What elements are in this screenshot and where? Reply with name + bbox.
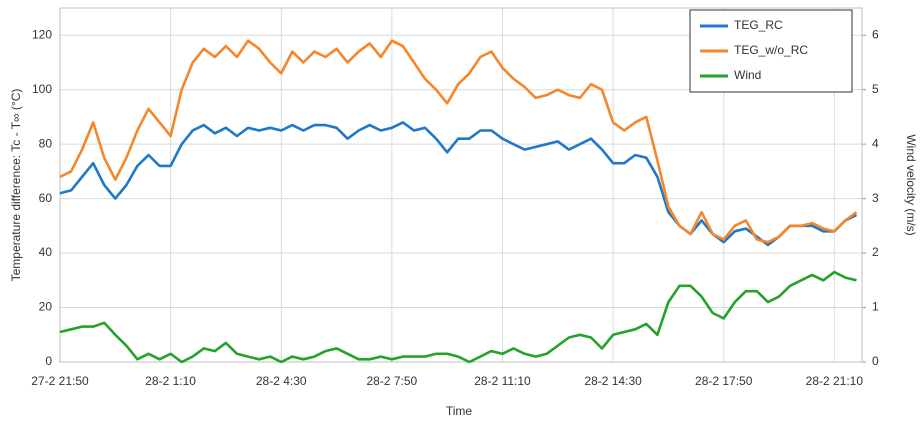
x-tick-label: 28-2 1:10 [145,374,196,388]
y2-tick-label: 6 [872,27,879,41]
x-tick-label: 27-2 21:50 [31,374,89,388]
y2-tick-label: 4 [872,136,879,150]
x-tick-label: 28-2 14:30 [584,374,642,388]
series-line [59,39,858,244]
y-tick-label: 60 [39,191,53,205]
x-tick-label: 28-2 11:10 [474,374,531,388]
series-line [59,121,858,247]
x-tick-label: 28-2 21:10 [806,374,864,388]
legend-label: TEG_w/o_RC [734,43,808,57]
x-tick-label: 28-2 7:50 [367,374,418,388]
y-tick-label: 80 [39,136,53,150]
y-tick-label: 20 [39,300,53,314]
y-tick-label: 40 [39,245,53,259]
x-tick-label: 28-2 17:50 [695,374,753,388]
legend-label: TEG_RC [734,18,783,32]
y-tick-label: 100 [32,82,52,96]
y2-tick-label: 5 [872,82,879,96]
y2-tick-label: 1 [872,300,879,314]
y-axis-label: Temperature difference: Tc - T∞ (°C) [9,89,23,282]
series-line [59,270,857,364]
y2-tick-label: 0 [872,354,879,368]
y-tick-label: 120 [32,27,52,41]
plot-frame [59,7,863,363]
y2-tick-label: 2 [872,245,879,259]
legend-label: Wind [734,68,761,82]
y2-tick-label: 3 [872,191,879,205]
x-tick-label: 28-2 4:30 [256,374,307,388]
y2-axis-label: Wind velocity (m/s) [904,134,918,235]
y-tick-label: 0 [45,354,52,368]
x-axis-label: Time [446,404,473,418]
